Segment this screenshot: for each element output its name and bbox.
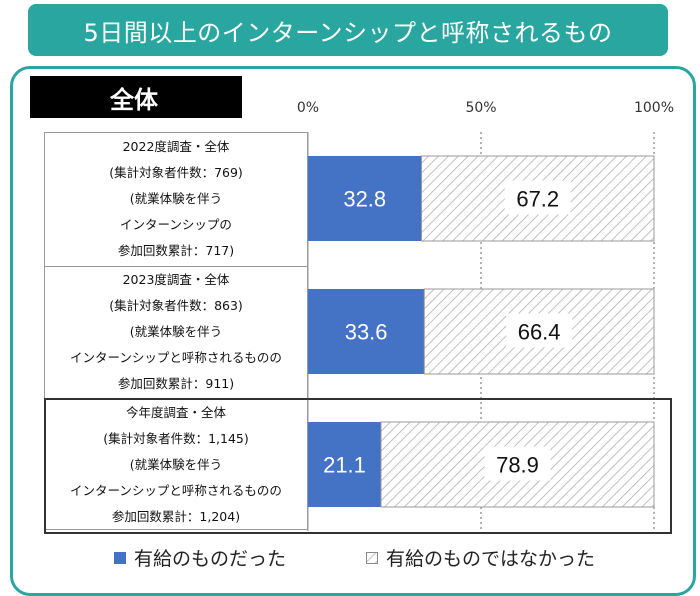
data-label: 66.4 [518, 320, 561, 345]
legend-label-unpaid: 有給のものではなかった [386, 548, 596, 570]
bar-paid [308, 289, 425, 374]
x-tick-label: 100% [633, 100, 675, 116]
legend-swatch-paid [114, 551, 126, 564]
row-label-line: (集計対象者件数：1,145) [103, 431, 249, 446]
data-label-background [484, 446, 551, 481]
current-year-highlight [44, 398, 672, 534]
data-label: 32.8 [343, 187, 386, 212]
row-label-line: インターンシップと呼称されるものの [70, 483, 282, 498]
legend-label-paid: 有給のものだった [134, 548, 287, 570]
row-label-line: (就業体験を伴う [129, 191, 223, 206]
data-label: 78.9 [496, 453, 539, 478]
section-label: 全体 [30, 76, 242, 118]
x-tick-label: 0% [296, 100, 320, 116]
row-label-line: 参加回数累計：911) [117, 376, 235, 391]
bar-paid [308, 156, 422, 241]
row-label-line: 2023度調査・全体 [122, 272, 230, 287]
data-label: 21.1 [323, 453, 366, 478]
data-label: 67.2 [516, 187, 559, 212]
row-label-line: 今年度調査・全体 [125, 405, 226, 420]
data-label: 33.6 [345, 320, 388, 345]
data-label-background [504, 180, 571, 215]
row-label-line: (集計対象者件数：769) [109, 165, 243, 180]
legend-swatch-unpaid [366, 551, 378, 564]
row-label-line: 2022度調査・全体 [122, 139, 230, 154]
row-label-line: インターンシップの [120, 217, 232, 232]
bar-paid [308, 422, 382, 507]
row-label-line: 参加回数累計：1,204) [111, 509, 241, 524]
row-label-line: 参加回数累計：717) [117, 243, 235, 258]
data-label-background [506, 313, 573, 348]
row-label-line: (集計対象者件数：863) [109, 298, 243, 313]
row-label-line: (就業体験を伴う [129, 457, 223, 472]
row-label-line: (就業体験を伴う [129, 324, 223, 339]
row-separator [45, 266, 307, 267]
bar-chart: 32.8 67.2 33.6 66.4 21.1 78.9 [307, 132, 655, 531]
x-tick-label: 50% [465, 100, 497, 116]
legend-item-paid: 有給のものだった [114, 544, 286, 571]
legend-item-unpaid: 有給のものではなかった [366, 544, 595, 571]
chart-title: 5日間以上のインターンシップと呼称されるもの [28, 4, 668, 56]
row-label-line: インターンシップと呼称されるものの [70, 350, 282, 365]
